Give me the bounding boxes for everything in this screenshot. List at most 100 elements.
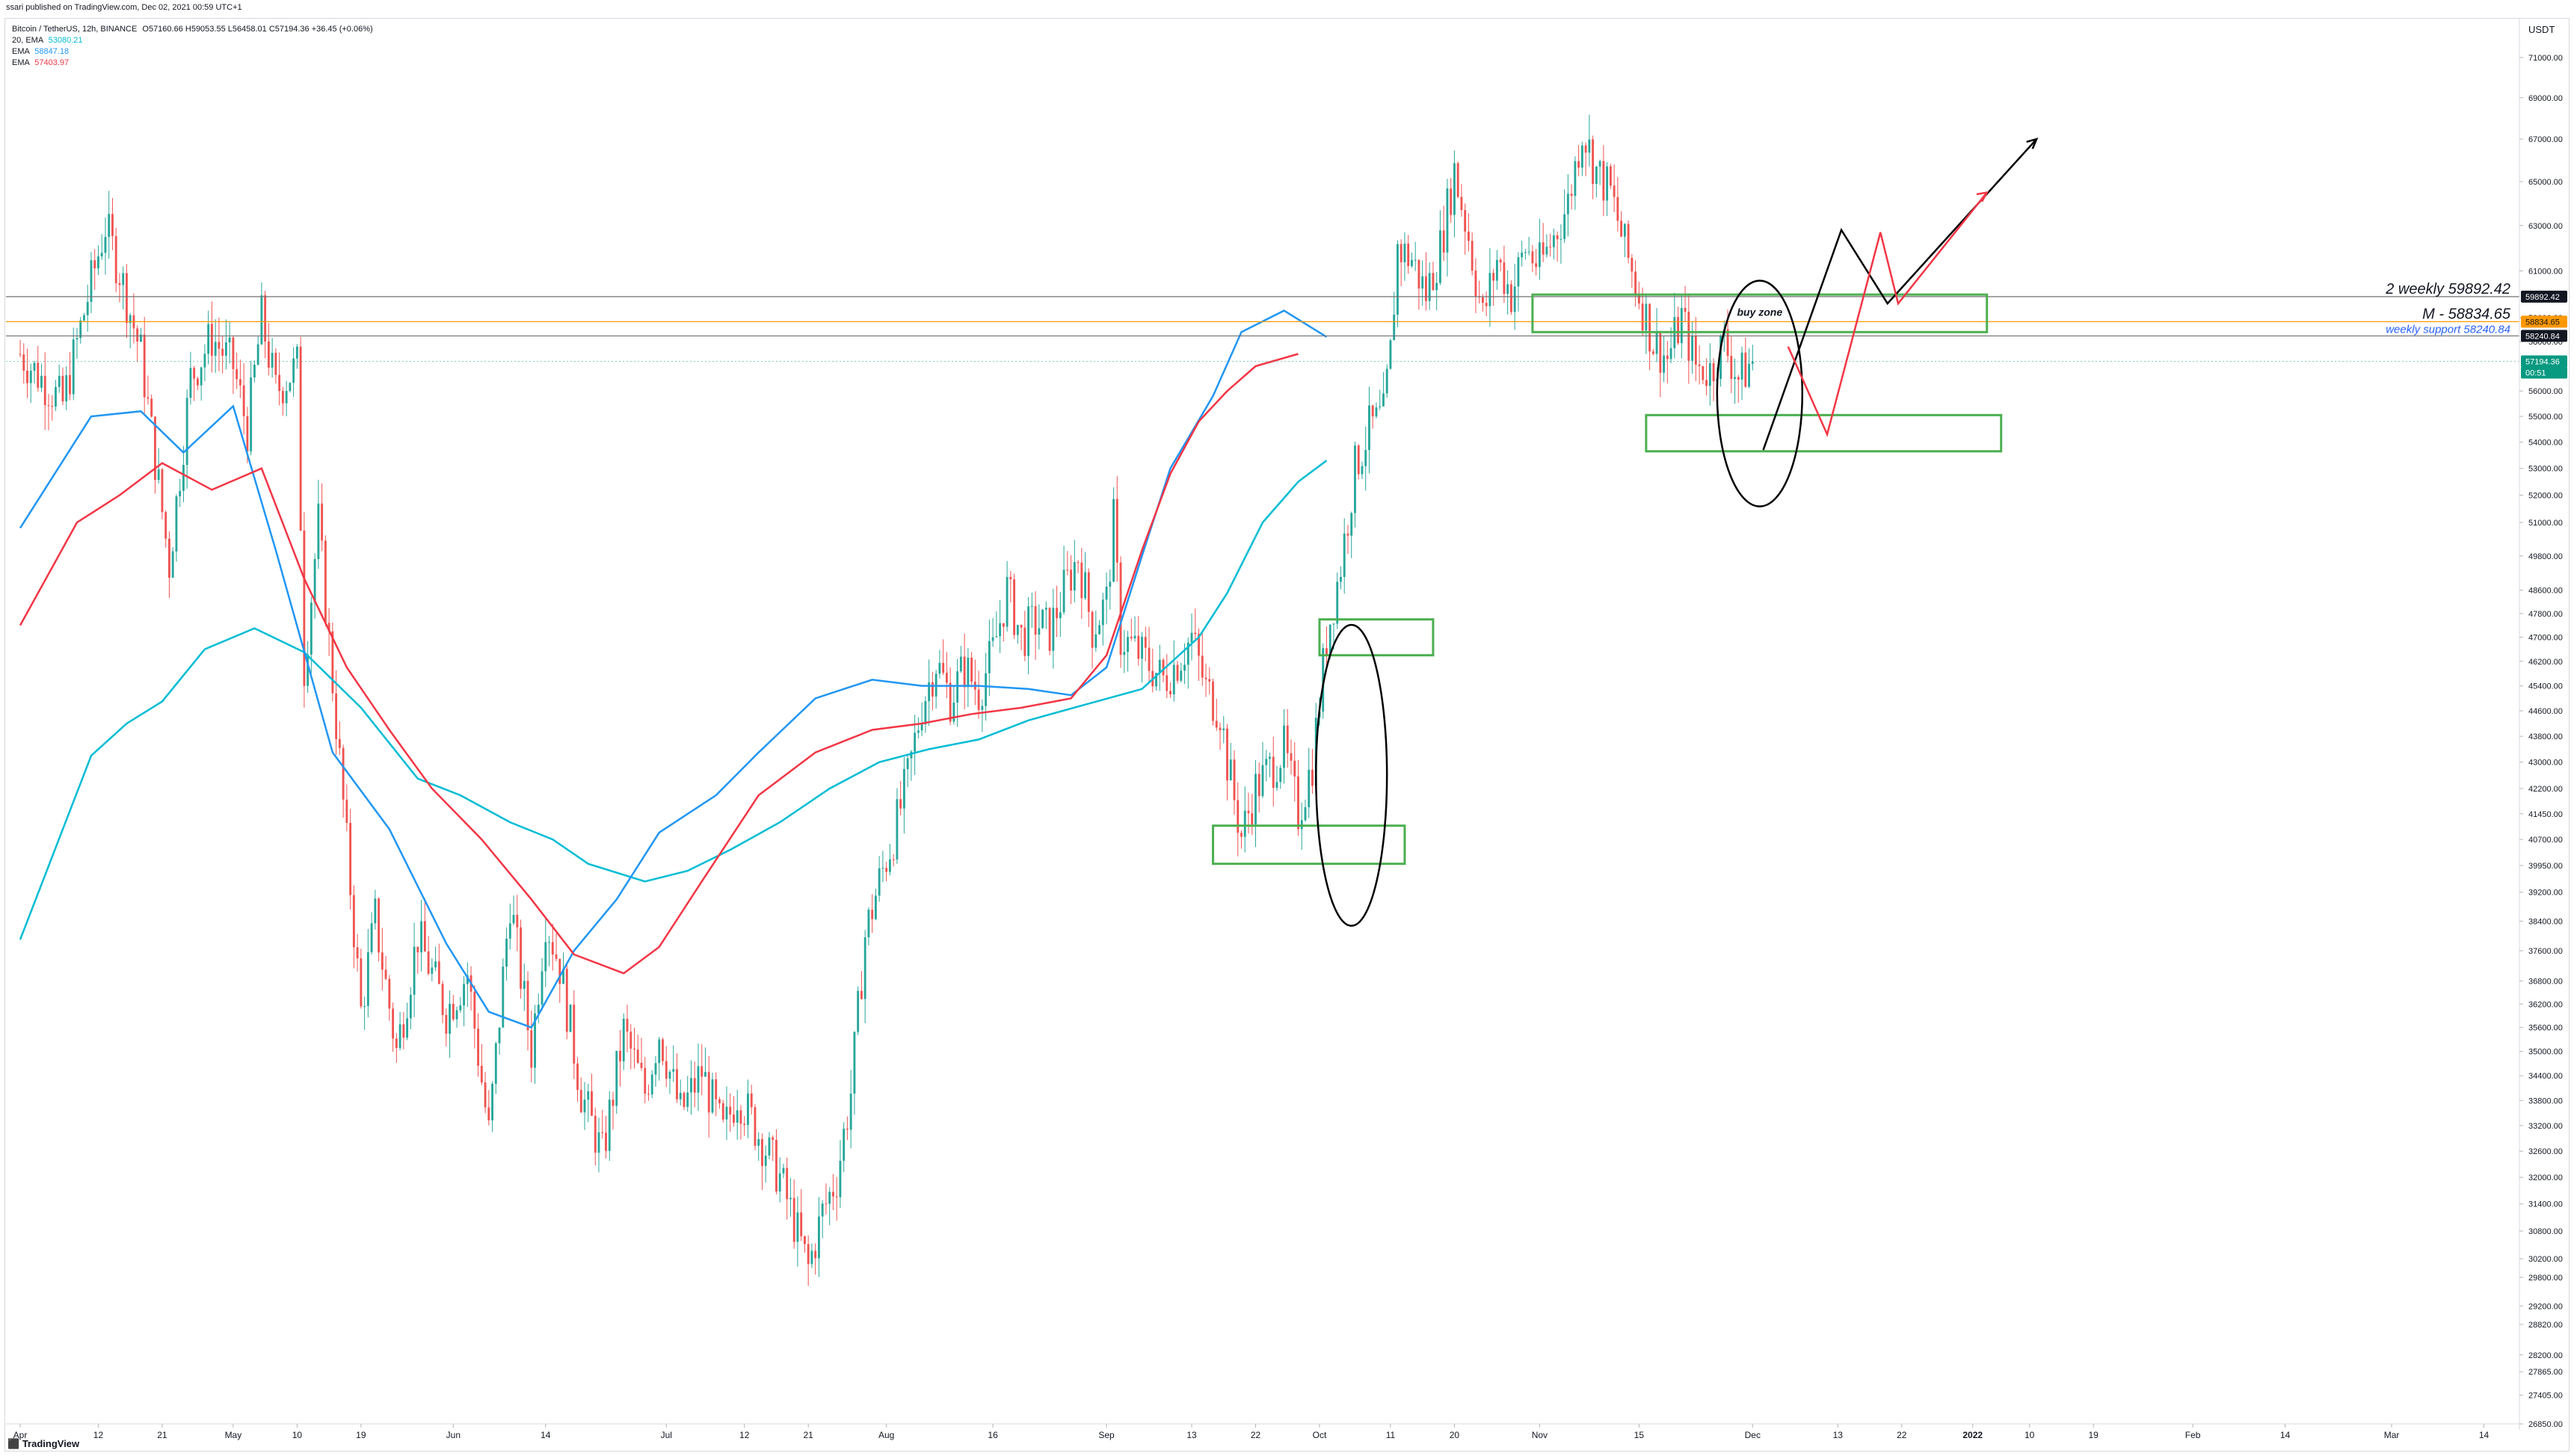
y-tick-label: 61000.00 xyxy=(2528,267,2563,276)
legend-ema-blue[interactable]: EMA 58847.18 xyxy=(12,46,373,58)
candle-body xyxy=(1432,273,1435,291)
candle-body xyxy=(58,375,61,387)
support-box-2 xyxy=(1318,618,1435,657)
candle-body xyxy=(1666,355,1669,360)
candle-body xyxy=(1411,259,1413,267)
y-tick-label: 29200.00 xyxy=(2528,1302,2563,1311)
candle-body xyxy=(126,273,128,324)
candle-body xyxy=(494,1043,497,1085)
candle-body xyxy=(1645,303,1648,331)
candle-body xyxy=(796,1212,799,1242)
candle-body xyxy=(392,1008,395,1039)
candle-body xyxy=(413,946,416,995)
candle-body xyxy=(1038,628,1041,635)
candle-body xyxy=(754,1107,757,1146)
y-tick-label: 47800.00 xyxy=(2528,610,2563,619)
candle-body xyxy=(1663,355,1666,373)
candle-body xyxy=(956,671,959,703)
candle-body xyxy=(1123,652,1126,655)
candle-body xyxy=(1297,776,1299,830)
candle-body xyxy=(985,673,988,706)
candle-body xyxy=(1702,365,1705,380)
candle-body xyxy=(100,253,103,257)
candle-body xyxy=(789,1197,792,1200)
candle-body xyxy=(902,769,905,809)
candle-body xyxy=(416,946,419,953)
x-tick-label: Apr xyxy=(13,1430,28,1440)
candle-body xyxy=(253,365,256,377)
candle-body xyxy=(1308,769,1311,808)
candle-body xyxy=(111,214,114,236)
candle-body xyxy=(647,1093,650,1095)
candle-body xyxy=(814,1250,817,1259)
candle-body xyxy=(1073,562,1076,591)
candle-body xyxy=(825,1203,828,1205)
x-tick-label: 21 xyxy=(157,1430,167,1440)
tradingview-logo[interactable]: ⬛ TradingView xyxy=(7,1438,79,1450)
candle-body xyxy=(193,368,196,379)
candle-body xyxy=(1705,380,1708,386)
candle-body xyxy=(1215,721,1218,728)
candle-body xyxy=(885,868,888,872)
candle-body xyxy=(1471,241,1474,271)
candle-body xyxy=(565,969,568,1032)
y-tick-label: 43800.00 xyxy=(2528,732,2563,741)
candle-body xyxy=(1382,393,1385,407)
candle-body xyxy=(1201,655,1204,678)
y-tick-label: 35600.00 xyxy=(2528,1024,2563,1033)
support-box-1 xyxy=(1212,824,1406,866)
candle-body xyxy=(1133,635,1136,639)
x-tick-label: 12 xyxy=(739,1430,750,1440)
arrowhead-black xyxy=(2026,138,2039,149)
candle-body xyxy=(1279,768,1282,783)
candle-body xyxy=(313,559,316,603)
candle-body xyxy=(668,1071,671,1079)
x-tick-label: 13 xyxy=(1833,1430,1844,1440)
candle-body xyxy=(164,512,167,539)
price-unit-label: USDT xyxy=(2528,24,2555,35)
candle-body xyxy=(640,1062,643,1068)
candle-body xyxy=(792,1197,795,1242)
legend-ema-red[interactable]: EMA 57403.97 xyxy=(12,58,373,69)
candle-body xyxy=(228,337,231,343)
candle-body xyxy=(1350,513,1353,536)
candle-body xyxy=(1634,271,1637,294)
candle-body xyxy=(398,1024,401,1049)
candle-body xyxy=(1740,352,1743,380)
candle-body xyxy=(431,967,434,974)
legend-ema-20[interactable]: 20, EMA 53080.21 xyxy=(12,35,373,46)
candle-body xyxy=(434,961,437,968)
candle-body xyxy=(1545,247,1548,255)
candle-body xyxy=(1417,259,1420,289)
candle-body xyxy=(1368,405,1370,451)
ema-line xyxy=(19,460,1328,940)
candle-body xyxy=(1056,608,1059,618)
price-tag: 59892.42 xyxy=(2525,293,2560,302)
projection-path-black xyxy=(1762,138,2038,451)
y-tick-label: 35000.00 xyxy=(2528,1048,2563,1057)
candle-body xyxy=(874,895,877,919)
legend-ema-value: 53080.21 xyxy=(48,36,83,45)
candle-body xyxy=(1397,244,1399,315)
candle-body xyxy=(1389,340,1392,369)
candle-body xyxy=(1580,145,1583,168)
candle-body xyxy=(959,656,962,672)
candle-body xyxy=(718,1099,721,1104)
candle-body xyxy=(1751,361,1754,364)
candle-body xyxy=(831,1191,834,1197)
candle-body xyxy=(1620,220,1623,237)
candle-body xyxy=(43,375,46,406)
candle-body xyxy=(210,324,213,356)
candle-body xyxy=(1105,586,1108,600)
candle-body xyxy=(61,375,64,401)
candle-body xyxy=(810,1250,813,1265)
candle-body xyxy=(942,662,945,673)
candle-body xyxy=(1637,293,1640,304)
x-tick-label: Aug xyxy=(878,1430,894,1440)
candle-body xyxy=(154,416,156,481)
candle-body xyxy=(1141,637,1143,659)
y-tick-label: 54000.00 xyxy=(2528,439,2563,448)
candle-body xyxy=(179,490,182,497)
candle-body xyxy=(1506,284,1509,294)
